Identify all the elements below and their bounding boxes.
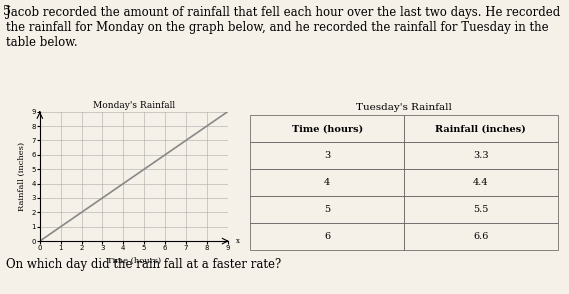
Text: Tuesday's Rainfall: Tuesday's Rainfall bbox=[356, 103, 452, 112]
Text: On which day did the rain fall at a faster rate?: On which day did the rain fall at a fast… bbox=[6, 258, 281, 271]
Text: 5: 5 bbox=[3, 5, 11, 18]
Title: Monday's Rainfall: Monday's Rainfall bbox=[93, 101, 175, 110]
Text: x: x bbox=[236, 237, 240, 245]
Y-axis label: Rainfall (inches): Rainfall (inches) bbox=[18, 142, 26, 211]
Text: Jacob recorded the amount of rainfall that fell each hour over the last two days: Jacob recorded the amount of rainfall th… bbox=[6, 6, 560, 49]
X-axis label: Time (hours): Time (hours) bbox=[106, 257, 161, 265]
